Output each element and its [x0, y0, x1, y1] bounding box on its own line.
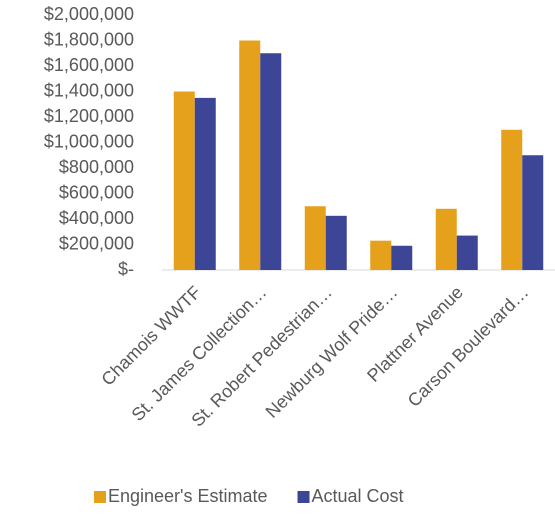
y-tick-label: $1,800,000	[44, 29, 134, 49]
bar	[173, 91, 195, 270]
bar	[239, 40, 261, 270]
y-tick-label: $2,000,000	[44, 4, 134, 24]
bar	[325, 215, 347, 270]
bar	[304, 206, 326, 270]
y-tick-label: $1,200,000	[44, 106, 134, 126]
bar	[391, 245, 413, 270]
y-tick-label: $-	[118, 259, 134, 279]
y-tick-label: $1,000,000	[44, 131, 134, 151]
x-tick-label: Carson Boulevard…	[404, 282, 533, 411]
legend-label: Actual Cost	[312, 486, 404, 506]
bar	[522, 155, 544, 270]
legend-swatch	[297, 491, 310, 503]
y-tick-label: $800,000	[59, 157, 134, 177]
x-tick-label: Newburg Wolf Pride…	[262, 282, 402, 422]
legend-swatch	[94, 491, 106, 503]
y-tick-label: $1,600,000	[44, 55, 134, 75]
legend-label: Engineer's Estimate	[108, 486, 268, 506]
bar	[260, 53, 282, 270]
bar	[501, 129, 523, 270]
bar	[435, 208, 457, 270]
bar	[194, 97, 216, 270]
bar	[456, 235, 478, 270]
y-tick-label: $200,000	[59, 233, 134, 253]
y-tick-label: $1,400,000	[44, 80, 134, 100]
bar	[370, 240, 392, 270]
y-tick-label: $600,000	[59, 182, 134, 202]
y-tick-label: $400,000	[59, 208, 134, 228]
